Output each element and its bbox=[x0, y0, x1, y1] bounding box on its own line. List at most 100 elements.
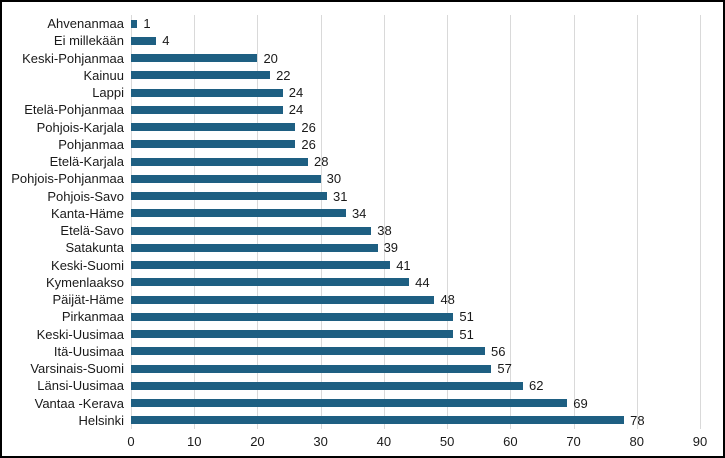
chart-row: Satakunta 39 bbox=[2, 239, 700, 256]
bar bbox=[131, 209, 346, 218]
gridline bbox=[131, 15, 132, 429]
x-tick-label: 70 bbox=[566, 434, 581, 449]
bar-area: 44 bbox=[131, 274, 700, 291]
value-label: 24 bbox=[288, 85, 304, 101]
bar bbox=[131, 123, 296, 132]
value-label: 69 bbox=[573, 395, 588, 411]
category-label: Etelä-Karjala bbox=[49, 154, 124, 170]
bar bbox=[131, 261, 391, 270]
bar-area: 26 bbox=[131, 119, 700, 136]
bar bbox=[131, 312, 454, 321]
category-label: Pirkanmaa bbox=[61, 309, 124, 325]
bar-area: 39 bbox=[131, 239, 700, 256]
chart-row: Helsinki 78 bbox=[2, 412, 700, 429]
chart-row: Lappi 24 bbox=[2, 84, 700, 101]
bar-area: 1 bbox=[131, 15, 700, 32]
category-label: Lappi bbox=[92, 85, 124, 101]
gridline bbox=[700, 15, 701, 429]
chart-row: Keski-Pohjanmaa 20 bbox=[2, 50, 700, 67]
chart-row: Pohjois-Savo 31 bbox=[2, 188, 700, 205]
value-label: 4 bbox=[162, 33, 170, 49]
value-label: 62 bbox=[528, 378, 544, 394]
bar-area: 30 bbox=[131, 170, 700, 187]
value-label: 22 bbox=[276, 67, 291, 83]
bar-area: 62 bbox=[131, 377, 700, 394]
value-label: 44 bbox=[415, 274, 430, 290]
bar-area: 34 bbox=[131, 205, 700, 222]
chart-row: Keski-Uusimaa 51 bbox=[2, 326, 700, 343]
x-tick-label: 20 bbox=[250, 434, 265, 449]
bar-area: 28 bbox=[131, 153, 700, 170]
category-label: Etelä-Savo bbox=[60, 223, 124, 239]
category-label: Pohjois-Pohjanmaa bbox=[11, 171, 124, 187]
x-tick-label: 10 bbox=[186, 434, 202, 449]
value-label: 38 bbox=[377, 223, 392, 239]
chart-row: Etelä-Karjala 28 bbox=[2, 153, 700, 170]
chart-row: Päijät-Häme 48 bbox=[2, 291, 700, 308]
chart-row: Kanta-Häme 34 bbox=[2, 205, 700, 222]
value-label: 26 bbox=[301, 136, 316, 152]
value-label: 34 bbox=[351, 205, 367, 221]
value-label: 24 bbox=[288, 102, 304, 118]
bar bbox=[131, 88, 283, 97]
category-label: Vantaa -Kerava bbox=[34, 395, 124, 411]
bar-area: 51 bbox=[131, 326, 700, 343]
bar bbox=[131, 364, 492, 373]
bar bbox=[131, 36, 157, 45]
chart-row: Kymenlaakso 44 bbox=[2, 274, 700, 291]
bar-area: 4 bbox=[131, 32, 700, 49]
bar bbox=[131, 278, 410, 287]
value-label: 48 bbox=[440, 292, 455, 308]
bar-area: 22 bbox=[131, 67, 700, 84]
gridline bbox=[573, 15, 575, 429]
chart-row: Kainuu 22 bbox=[2, 67, 700, 84]
x-tick-label: 80 bbox=[629, 434, 644, 449]
x-tick-label: 0 bbox=[127, 434, 135, 449]
chart-row: Pirkanmaa 51 bbox=[2, 308, 700, 325]
category-label: Keski-Uusimaa bbox=[36, 326, 124, 342]
chart-row: Itä-Uusimaa 56 bbox=[2, 343, 700, 360]
category-label: Etelä-Pohjanmaa bbox=[24, 102, 124, 118]
gridline bbox=[194, 15, 196, 429]
bar bbox=[131, 54, 258, 63]
value-label: 39 bbox=[383, 240, 399, 256]
bar-area: 24 bbox=[131, 84, 700, 101]
bar bbox=[131, 192, 327, 201]
value-label: 56 bbox=[491, 343, 506, 359]
category-label: Pohjois-Savo bbox=[47, 188, 124, 204]
gridline bbox=[383, 15, 385, 429]
bar bbox=[131, 347, 486, 356]
x-tick-label: 30 bbox=[313, 434, 328, 449]
bar bbox=[131, 416, 625, 425]
bar bbox=[131, 295, 435, 304]
value-label: 31 bbox=[332, 188, 348, 204]
bar bbox=[131, 226, 372, 235]
category-label: Kainuu bbox=[83, 67, 124, 83]
gridline bbox=[510, 15, 512, 429]
x-tick-label: 40 bbox=[376, 434, 392, 449]
value-label: 57 bbox=[497, 361, 512, 377]
bar-area: 38 bbox=[131, 222, 700, 239]
bar-area: 51 bbox=[131, 308, 700, 325]
gridline bbox=[636, 15, 638, 429]
gridline bbox=[320, 15, 322, 429]
bar-area: 69 bbox=[131, 395, 700, 412]
value-label: 30 bbox=[326, 171, 342, 187]
chart-row: Keski-Suomi 41 bbox=[2, 257, 700, 274]
bar bbox=[131, 71, 271, 80]
category-label: Satakunta bbox=[65, 240, 124, 256]
chart-row: Varsinais-Suomi 57 bbox=[2, 360, 700, 377]
value-label: 51 bbox=[459, 309, 474, 325]
value-label: 20 bbox=[263, 50, 278, 66]
bar-area: 57 bbox=[131, 360, 700, 377]
bar-area: 56 bbox=[131, 343, 700, 360]
x-tick-label: 90 bbox=[692, 434, 708, 449]
bar bbox=[131, 330, 454, 339]
value-label: 78 bbox=[630, 412, 645, 428]
x-tick-label: 60 bbox=[503, 434, 518, 449]
chart-row: Etelä-Savo 38 bbox=[2, 222, 700, 239]
category-label: Pohjois-Karjala bbox=[36, 119, 124, 135]
bar-area: 31 bbox=[131, 188, 700, 205]
category-label: Keski-Suomi bbox=[51, 257, 124, 273]
bar bbox=[131, 399, 568, 408]
